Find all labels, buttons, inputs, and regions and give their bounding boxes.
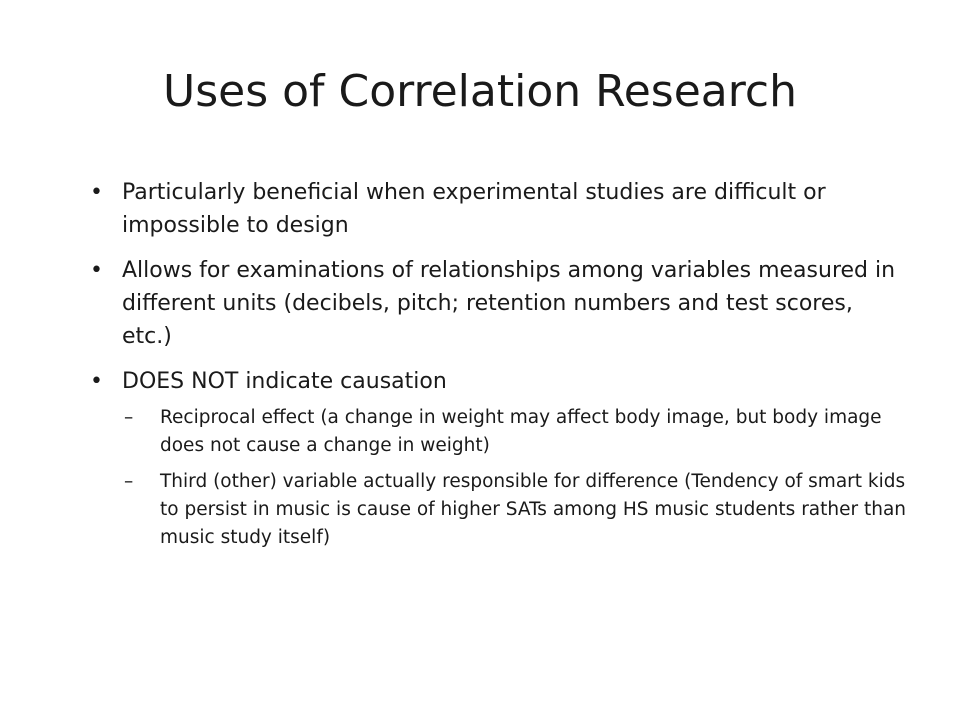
bullet-marker: •	[90, 180, 103, 205]
sub-bullet-list: – Reciprocal effect (a change in weight …	[88, 404, 908, 552]
sub-bullet-marker: –	[124, 407, 134, 428]
bullet-text: Particularly beneficial when experimenta…	[122, 180, 826, 238]
bullet-marker: •	[90, 258, 103, 283]
sub-bullet-item: – Third (other) variable actually respon…	[88, 468, 908, 552]
bullet-text: Allows for examinations of relationships…	[122, 258, 896, 349]
bullet-text: DOES NOT indicate causation	[122, 369, 447, 394]
slide-content: • Particularly beneficial when experimen…	[88, 176, 908, 564]
sub-bullet-marker: –	[124, 471, 134, 492]
sub-bullet-text: Reciprocal effect (a change in weight ma…	[160, 407, 882, 456]
bullet-item: • DOES NOT indicate causation – Reciproc…	[88, 365, 908, 552]
bullet-marker: •	[90, 369, 103, 394]
bullet-item: • Allows for examinations of relationshi…	[88, 254, 908, 353]
bullet-list: • Particularly beneficial when experimen…	[88, 176, 908, 552]
bullet-item: • Particularly beneficial when experimen…	[88, 176, 908, 242]
sub-bullet-item: – Reciprocal effect (a change in weight …	[88, 404, 908, 460]
sub-bullet-text: Third (other) variable actually responsi…	[160, 471, 907, 548]
slide-title: Uses of Correlation Research	[163, 66, 797, 117]
